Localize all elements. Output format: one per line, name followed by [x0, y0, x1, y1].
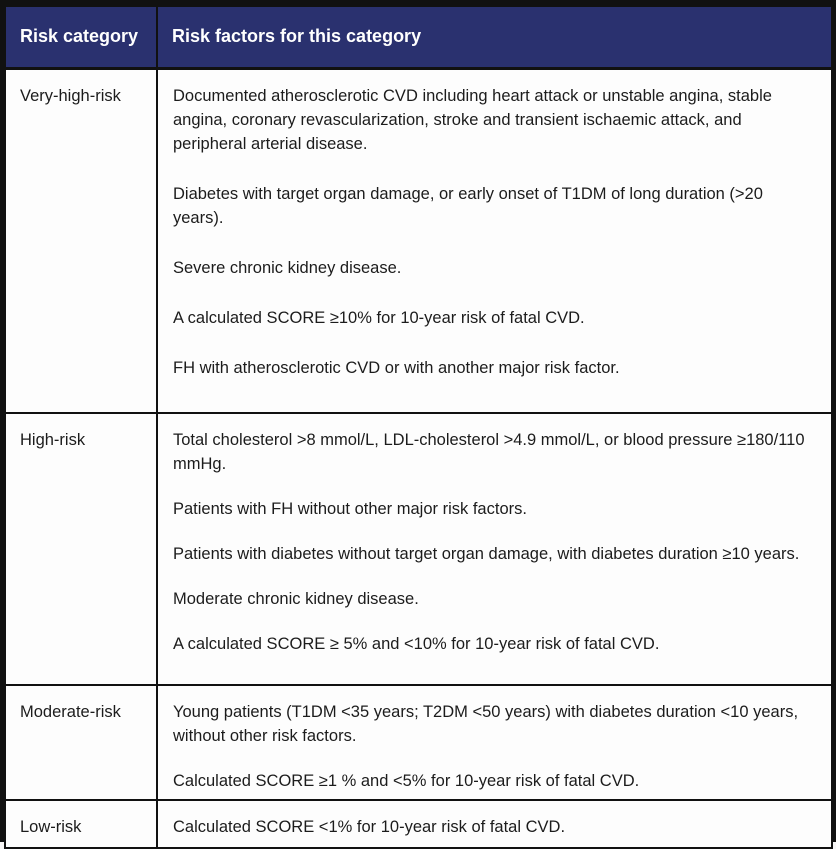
factor-paragraph: Documented atherosclerotic CVD including… — [173, 86, 772, 153]
factors-cell: Calculated SCORE <1% for 10-year risk of… — [156, 798, 833, 849]
factors-cell: Young patients (T1DM <35 years; T2DM <50… — [156, 683, 833, 801]
category-cell: Very-high-risk — [4, 67, 158, 414]
factor-paragraph: FH with atherosclerotic CVD or with anot… — [173, 358, 620, 377]
table-row-moderate-risk: Moderate-risk Young patients (T1DM <35 y… — [4, 683, 833, 801]
header-cell-risk-category: Risk category — [4, 5, 158, 70]
category-cell: Moderate-risk — [4, 683, 158, 801]
category-cell: Low-risk — [4, 798, 158, 849]
factor-paragraph: Patients with diabetes without target or… — [173, 544, 800, 563]
risk-category-table: Risk category Risk factors for this cate… — [4, 5, 833, 849]
table-row-very-high-risk: Very-high-risk Documented atheroscleroti… — [4, 67, 833, 414]
factor-paragraph: Calculated SCORE ≥1 % and <5% for 10-yea… — [173, 771, 640, 790]
table-header-row: Risk category Risk factors for this cate… — [4, 5, 833, 70]
factor-paragraph: Patients with FH without other major ris… — [173, 499, 527, 518]
table-row-low-risk: Low-risk Calculated SCORE <1% for 10-yea… — [4, 798, 833, 849]
factor-paragraph: Calculated SCORE <1% for 10-year risk of… — [173, 817, 566, 836]
factor-paragraph: Total cholesterol >8 mmol/L, LDL-cholest… — [173, 430, 805, 473]
factor-paragraph: A calculated SCORE ≥ 5% and <10% for 10-… — [173, 634, 660, 653]
factor-paragraph: Diabetes with target organ damage, or ea… — [173, 184, 763, 227]
factor-paragraph: A calculated SCORE ≥10% for 10-year risk… — [173, 308, 585, 327]
header-cell-risk-factors: Risk factors for this category — [156, 5, 833, 70]
factor-paragraph: Young patients (T1DM <35 years; T2DM <50… — [173, 702, 799, 745]
category-cell: High-risk — [4, 411, 158, 686]
factor-paragraph: Severe chronic kidney disease. — [173, 258, 402, 277]
table-row-high-risk: High-risk Total cholesterol >8 mmol/L, L… — [4, 411, 833, 686]
factor-paragraph: Moderate chronic kidney disease. — [173, 589, 419, 608]
factors-cell: Documented atherosclerotic CVD including… — [156, 67, 833, 414]
factors-cell: Total cholesterol >8 mmol/L, LDL-cholest… — [156, 411, 833, 686]
